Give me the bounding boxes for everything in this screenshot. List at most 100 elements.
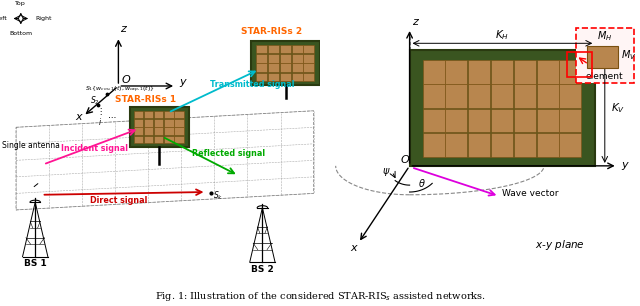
Text: $S_1\{w_{cov,1}(t),w_{cap,1}(t)\}$: $S_1\{w_{cov,1}(t),w_{cap,1}(t)\}$ [85, 85, 155, 95]
Bar [280, 73, 291, 81]
Bar [445, 84, 467, 108]
Text: $x$: $x$ [351, 243, 359, 253]
Bar [164, 119, 173, 127]
Bar [410, 50, 595, 166]
Bar [154, 110, 163, 118]
Bar [559, 84, 581, 108]
Text: $O$: $O$ [121, 73, 131, 85]
Bar [291, 63, 303, 72]
Bar [514, 84, 536, 108]
Bar [491, 133, 513, 157]
Bar [144, 127, 154, 135]
Text: $K_H$: $K_H$ [495, 28, 509, 42]
Bar [514, 109, 536, 132]
Bar [164, 110, 173, 118]
Bar [268, 54, 279, 63]
Bar [536, 84, 559, 108]
Bar [422, 60, 445, 84]
Bar [422, 84, 445, 108]
Bar [559, 60, 581, 84]
Bar [256, 45, 267, 53]
Bar [154, 119, 163, 127]
Bar [280, 54, 291, 63]
Bar [175, 136, 184, 144]
Text: $y$: $y$ [621, 160, 630, 172]
Bar [422, 133, 445, 157]
Text: Wave vector: Wave vector [502, 189, 559, 198]
Bar [129, 107, 189, 147]
Bar [175, 127, 184, 135]
Text: Right: Right [35, 16, 51, 21]
Bar [514, 133, 536, 157]
Bar [268, 63, 279, 72]
Text: $x$-$y$ plane: $x$-$y$ plane [535, 238, 585, 252]
Bar [256, 63, 267, 72]
Bar [303, 73, 314, 81]
Text: $\psi$: $\psi$ [383, 166, 391, 177]
Text: Fig. 1: Illustration of the considered STAR-RIS$_s$ assisted networks.: Fig. 1: Illustration of the considered S… [155, 290, 485, 303]
Bar [567, 52, 591, 77]
Bar [559, 133, 581, 157]
Bar [422, 109, 445, 132]
Text: Top: Top [15, 2, 26, 6]
Bar [559, 109, 581, 132]
Text: $M_V$: $M_V$ [621, 48, 636, 62]
Bar [164, 136, 173, 144]
Bar [256, 73, 267, 81]
Text: STAR-RISs 2: STAR-RISs 2 [241, 27, 303, 36]
Bar [175, 110, 184, 118]
Text: Left: Left [0, 16, 7, 21]
Bar [251, 41, 320, 84]
Bar [164, 127, 173, 135]
Bar [468, 109, 490, 132]
Text: $S_k$: $S_k$ [214, 189, 223, 202]
Bar [291, 45, 303, 53]
Bar [536, 133, 559, 157]
Text: $y$: $y$ [179, 76, 188, 89]
Bar [175, 119, 184, 127]
Bar [144, 119, 154, 127]
Bar [256, 54, 267, 63]
Text: STAR-RISs 1: STAR-RISs 1 [115, 95, 176, 104]
Bar [134, 110, 143, 118]
Text: $K_V$: $K_V$ [611, 101, 625, 115]
Text: $O$: $O$ [400, 153, 410, 165]
Bar [491, 84, 513, 108]
Bar [491, 60, 513, 84]
Bar [536, 60, 559, 84]
Bar [134, 119, 143, 127]
Bar [445, 133, 467, 157]
Text: Incident signal: Incident signal [61, 144, 128, 153]
Text: Direct signal: Direct signal [90, 196, 147, 205]
Text: Reflected signal: Reflected signal [192, 149, 265, 158]
Bar [144, 136, 154, 144]
Bar [268, 45, 279, 53]
Text: $z$: $z$ [120, 24, 128, 34]
Bar [536, 109, 559, 132]
Text: $S_2$: $S_2$ [90, 94, 99, 107]
Text: $\theta$: $\theta$ [418, 177, 426, 189]
Text: $\cdots$: $\cdots$ [108, 111, 116, 121]
Text: $\vdots$: $\vdots$ [96, 106, 102, 118]
Bar [154, 136, 163, 144]
Bar [303, 45, 314, 53]
Text: Single antenna: Single antenna [2, 141, 60, 150]
Bar [576, 28, 634, 83]
Bar [468, 133, 490, 157]
Bar [491, 109, 513, 132]
Bar [468, 84, 490, 108]
Text: $x$: $x$ [76, 112, 84, 122]
Bar [280, 63, 291, 72]
Bar [291, 73, 303, 81]
Text: $z$: $z$ [412, 17, 420, 28]
Bar [303, 63, 314, 72]
Bar [134, 136, 143, 144]
Bar [303, 54, 314, 63]
Text: BS 2: BS 2 [251, 265, 274, 274]
Text: element: element [586, 72, 623, 81]
Bar [445, 109, 467, 132]
Text: Transmitted signal: Transmitted signal [210, 80, 294, 89]
Bar [468, 60, 490, 84]
Bar [280, 45, 291, 53]
Bar [144, 110, 154, 118]
